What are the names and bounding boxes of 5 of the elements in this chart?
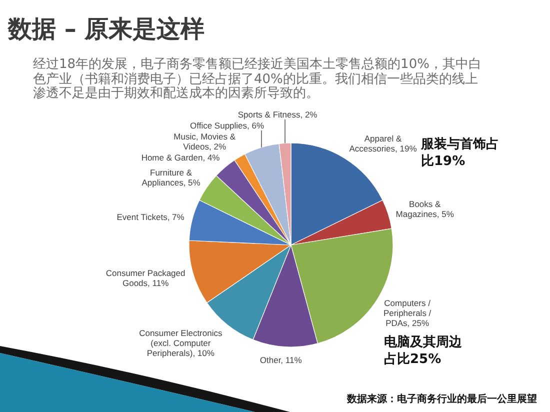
annotation: 数据来源：电子商务行业的最后一公里展望 [347,393,537,406]
annotation: 电脑及其周边占比25% [384,334,463,368]
annotation: 服装与首饰占比19% [421,136,500,170]
subtitle: 经过18年的发展，电子商务零售额已经接近美国本土零售总额的10%，其中白色产业（书籍和消费电子）已经占据了40%的比重。我们相信一些品类的线上渗透不足是由于期效和配送成本的因素所导致的。 [33,58,482,102]
title: 数据 – 原来是这样 [8,14,205,44]
